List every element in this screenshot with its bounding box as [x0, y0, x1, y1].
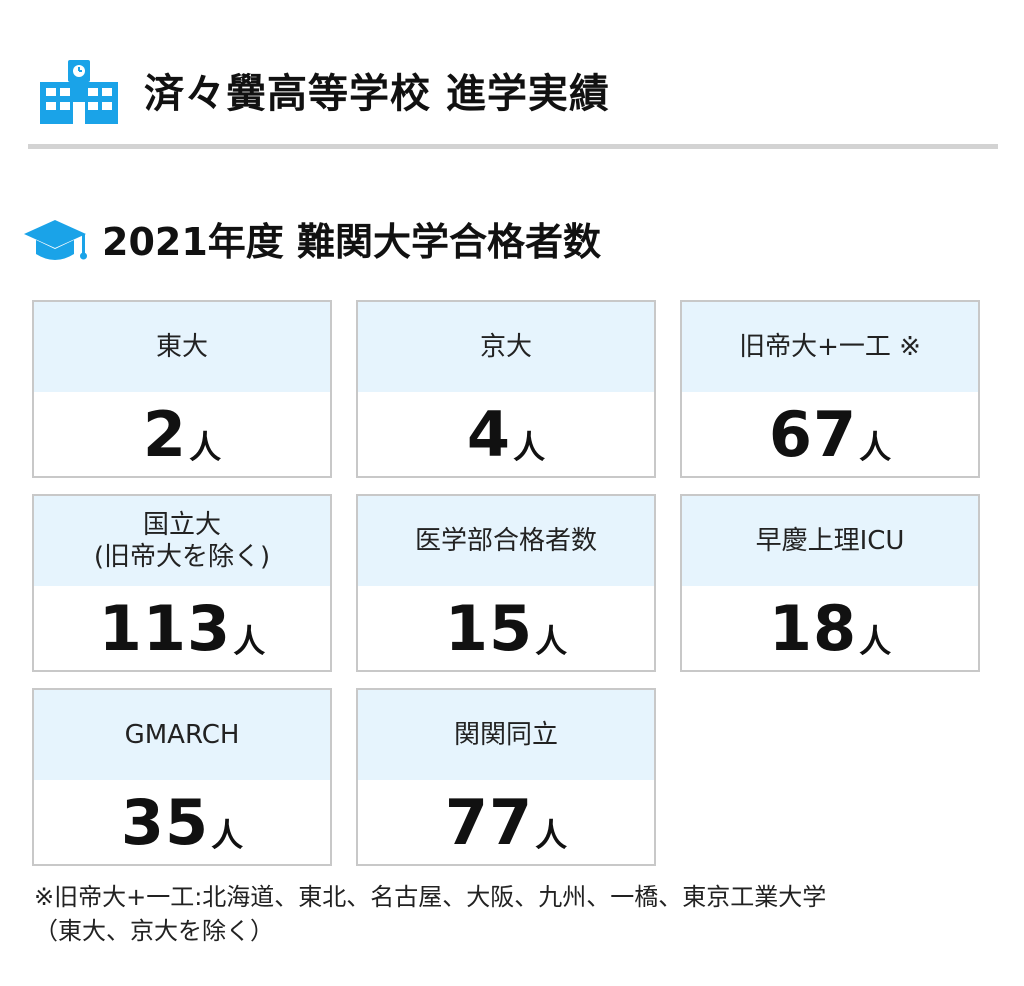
card-unit: 人	[513, 428, 546, 466]
card-value: 35	[120, 786, 210, 859]
card-unit: 人	[211, 816, 244, 854]
card-value: 77	[444, 786, 534, 859]
card-label: 早慶上理ICU	[682, 496, 978, 586]
card-unit: 人	[189, 428, 222, 466]
card-label: 旧帝大+一工 ※	[682, 302, 978, 392]
card-value: 67	[768, 398, 858, 471]
result-card-medical: 医学部合格者数 15 人	[356, 494, 656, 672]
footnote-line-1: ※旧帝大+一工:北海道、東北、名古屋、大阪、九州、一橋、東京工業大学	[34, 883, 827, 911]
card-count: 67 人	[682, 392, 978, 478]
card-label: 国立大 (旧帝大を除く)	[34, 496, 330, 586]
card-unit: 人	[535, 622, 568, 660]
header-divider	[28, 144, 998, 149]
card-label: GMARCH	[34, 690, 330, 780]
card-count: 113 人	[34, 586, 330, 672]
footnote-line-2: （東大、京大を除く）	[34, 917, 274, 945]
result-card-kankandoritsu: 関関同立 77 人	[356, 688, 656, 866]
card-value: 2	[142, 398, 188, 471]
card-label: 京大	[358, 302, 654, 392]
footnote: ※旧帝大+一工:北海道、東北、名古屋、大阪、九州、一橋、東京工業大学 （東大、京…	[34, 880, 994, 948]
card-value: 113	[98, 592, 232, 665]
card-unit: 人	[535, 816, 568, 854]
card-count: 18 人	[682, 586, 978, 672]
section-header: 2021年度 難関大学合格者数	[22, 212, 922, 276]
page-header: 済々黌高等学校 進学実績	[28, 56, 998, 152]
result-card-national: 国立大 (旧帝大を除く) 113 人	[32, 494, 332, 672]
card-value: 15	[444, 592, 534, 665]
card-unit: 人	[233, 622, 266, 660]
card-label: 東大	[34, 302, 330, 392]
result-card-gmarch: GMARCH 35 人	[32, 688, 332, 866]
page-title: 済々黌高等学校 進学実績	[144, 71, 610, 117]
card-count: 77 人	[358, 780, 654, 866]
card-label: 関関同立	[358, 690, 654, 780]
card-label: 医学部合格者数	[358, 496, 654, 586]
card-unit: 人	[859, 428, 892, 466]
result-card-kyutei: 旧帝大+一工 ※ 67 人	[680, 300, 980, 478]
card-count: 35 人	[34, 780, 330, 866]
card-value: 18	[768, 592, 858, 665]
result-card-sokei: 早慶上理ICU 18 人	[680, 494, 980, 672]
section-title: 2021年度 難関大学合格者数	[102, 220, 601, 264]
school-building-icon	[40, 60, 118, 124]
card-count: 15 人	[358, 586, 654, 672]
card-unit: 人	[859, 622, 892, 660]
card-value: 4	[466, 398, 512, 471]
graduation-cap-icon	[24, 220, 87, 260]
